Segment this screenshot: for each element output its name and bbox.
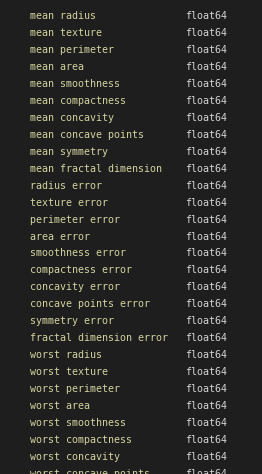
Text: float64: float64 [185, 181, 227, 191]
Text: mean texture: mean texture [30, 28, 102, 38]
Text: worst smoothness: worst smoothness [30, 418, 126, 428]
Text: mean concavity: mean concavity [30, 113, 114, 123]
Text: worst concave points: worst concave points [30, 468, 150, 474]
Text: worst texture: worst texture [30, 367, 108, 377]
Text: float64: float64 [185, 11, 227, 21]
Text: float64: float64 [185, 198, 227, 208]
Text: mean area: mean area [30, 62, 84, 72]
Text: perimeter error: perimeter error [30, 215, 120, 225]
Text: concavity error: concavity error [30, 283, 120, 292]
Text: worst area: worst area [30, 401, 90, 411]
Text: mean perimeter: mean perimeter [30, 46, 114, 55]
Text: float64: float64 [185, 350, 227, 360]
Text: float64: float64 [185, 452, 227, 462]
Text: concave points error: concave points error [30, 299, 150, 309]
Text: mean symmetry: mean symmetry [30, 147, 108, 157]
Text: float64: float64 [185, 384, 227, 394]
Text: mean radius: mean radius [30, 11, 96, 21]
Text: float64: float64 [185, 435, 227, 445]
Text: float64: float64 [185, 333, 227, 343]
Text: smoothness error: smoothness error [30, 248, 126, 258]
Text: worst perimeter: worst perimeter [30, 384, 120, 394]
Text: float64: float64 [185, 299, 227, 309]
Text: float64: float64 [185, 401, 227, 411]
Text: worst radius: worst radius [30, 350, 102, 360]
Text: float64: float64 [185, 418, 227, 428]
Text: symmetry error: symmetry error [30, 316, 114, 326]
Text: mean compactness: mean compactness [30, 96, 126, 106]
Text: float64: float64 [185, 231, 227, 242]
Text: texture error: texture error [30, 198, 108, 208]
Text: float64: float64 [185, 316, 227, 326]
Text: float64: float64 [185, 283, 227, 292]
Text: float64: float64 [185, 130, 227, 140]
Text: float64: float64 [185, 96, 227, 106]
Text: float64: float64 [185, 147, 227, 157]
Text: compactness error: compactness error [30, 265, 132, 275]
Text: area error: area error [30, 231, 90, 242]
Text: fractal dimension error: fractal dimension error [30, 333, 168, 343]
Text: float64: float64 [185, 113, 227, 123]
Text: float64: float64 [185, 79, 227, 89]
Text: mean concave points: mean concave points [30, 130, 144, 140]
Text: mean fractal dimension: mean fractal dimension [30, 164, 162, 174]
Text: float64: float64 [185, 367, 227, 377]
Text: float64: float64 [185, 46, 227, 55]
Text: float64: float64 [185, 215, 227, 225]
Text: worst concavity: worst concavity [30, 452, 120, 462]
Text: float64: float64 [185, 248, 227, 258]
Text: float64: float64 [185, 265, 227, 275]
Text: float64: float64 [185, 164, 227, 174]
Text: float64: float64 [185, 28, 227, 38]
Text: mean smoothness: mean smoothness [30, 79, 120, 89]
Text: worst compactness: worst compactness [30, 435, 132, 445]
Text: radius error: radius error [30, 181, 102, 191]
Text: float64: float64 [185, 62, 227, 72]
Text: float64: float64 [185, 468, 227, 474]
